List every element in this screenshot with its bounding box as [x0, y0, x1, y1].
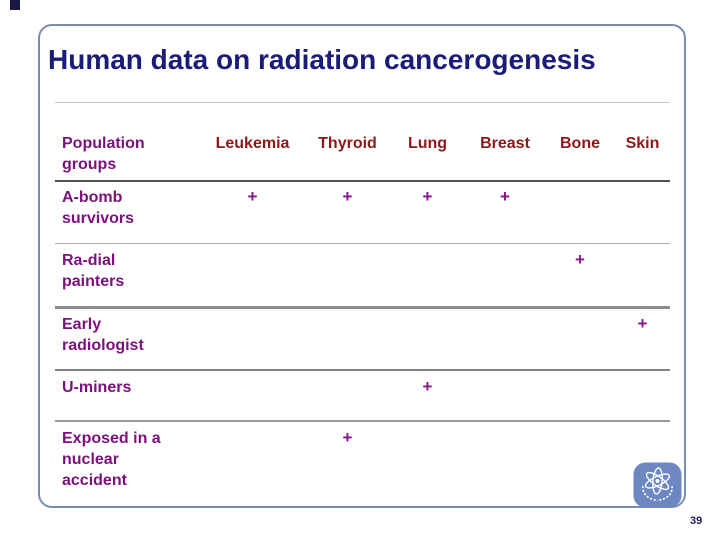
cell-bone: + — [575, 250, 585, 269]
table-row-u-miners: U-miners + — [55, 371, 670, 422]
cell-leukemia: + — [247, 187, 258, 206]
header-bone: Bone — [560, 135, 600, 152]
cell-lung: + — [422, 377, 433, 396]
cell-thyroid: + — [342, 428, 353, 447]
row-label: U-miners — [62, 379, 132, 396]
header-lung: Lung — [407, 135, 448, 152]
table-row-nuclear-accident: Exposed in a nuclear accident + — [55, 422, 670, 506]
table-row-radial-painters: Ra-dial painters + — [55, 244, 670, 309]
header-population-groups: Population groups — [62, 135, 145, 173]
table-row-abomb-survivors: A-bomb survivors + + + + — [55, 182, 670, 244]
corner-decoration — [10, 0, 20, 10]
iaea-atom-logo-icon — [633, 462, 682, 508]
cell-breast: + — [500, 187, 510, 206]
cancer-data-table: Population groups Leukemia Thyroid Lung … — [55, 102, 670, 506]
header-skin: Skin — [625, 135, 660, 152]
row-label: Ra-dial painters — [62, 252, 125, 290]
cell-thyroid: + — [342, 187, 353, 206]
header-breast: Breast — [480, 135, 530, 152]
header-leukemia: Leukemia — [215, 135, 290, 152]
slide-frame: Human data on radiation cancerogenesis P… — [38, 24, 686, 508]
slide-title: Human data on radiation cancerogenesis — [48, 44, 596, 75]
row-label: A-bomb survivors — [62, 189, 135, 227]
header-thyroid: Thyroid — [318, 135, 377, 152]
cell-lung: + — [422, 187, 433, 206]
table-row-early-radiologist: Early radiologist + — [55, 309, 670, 371]
table-header-row: Population groups Leukemia Thyroid Lung … — [55, 103, 670, 182]
row-label: Exposed in a nuclear accident — [62, 430, 161, 489]
page-number: 39 — [690, 515, 703, 527]
cell-skin: + — [637, 314, 648, 333]
row-label: Early radiologist — [62, 316, 144, 354]
